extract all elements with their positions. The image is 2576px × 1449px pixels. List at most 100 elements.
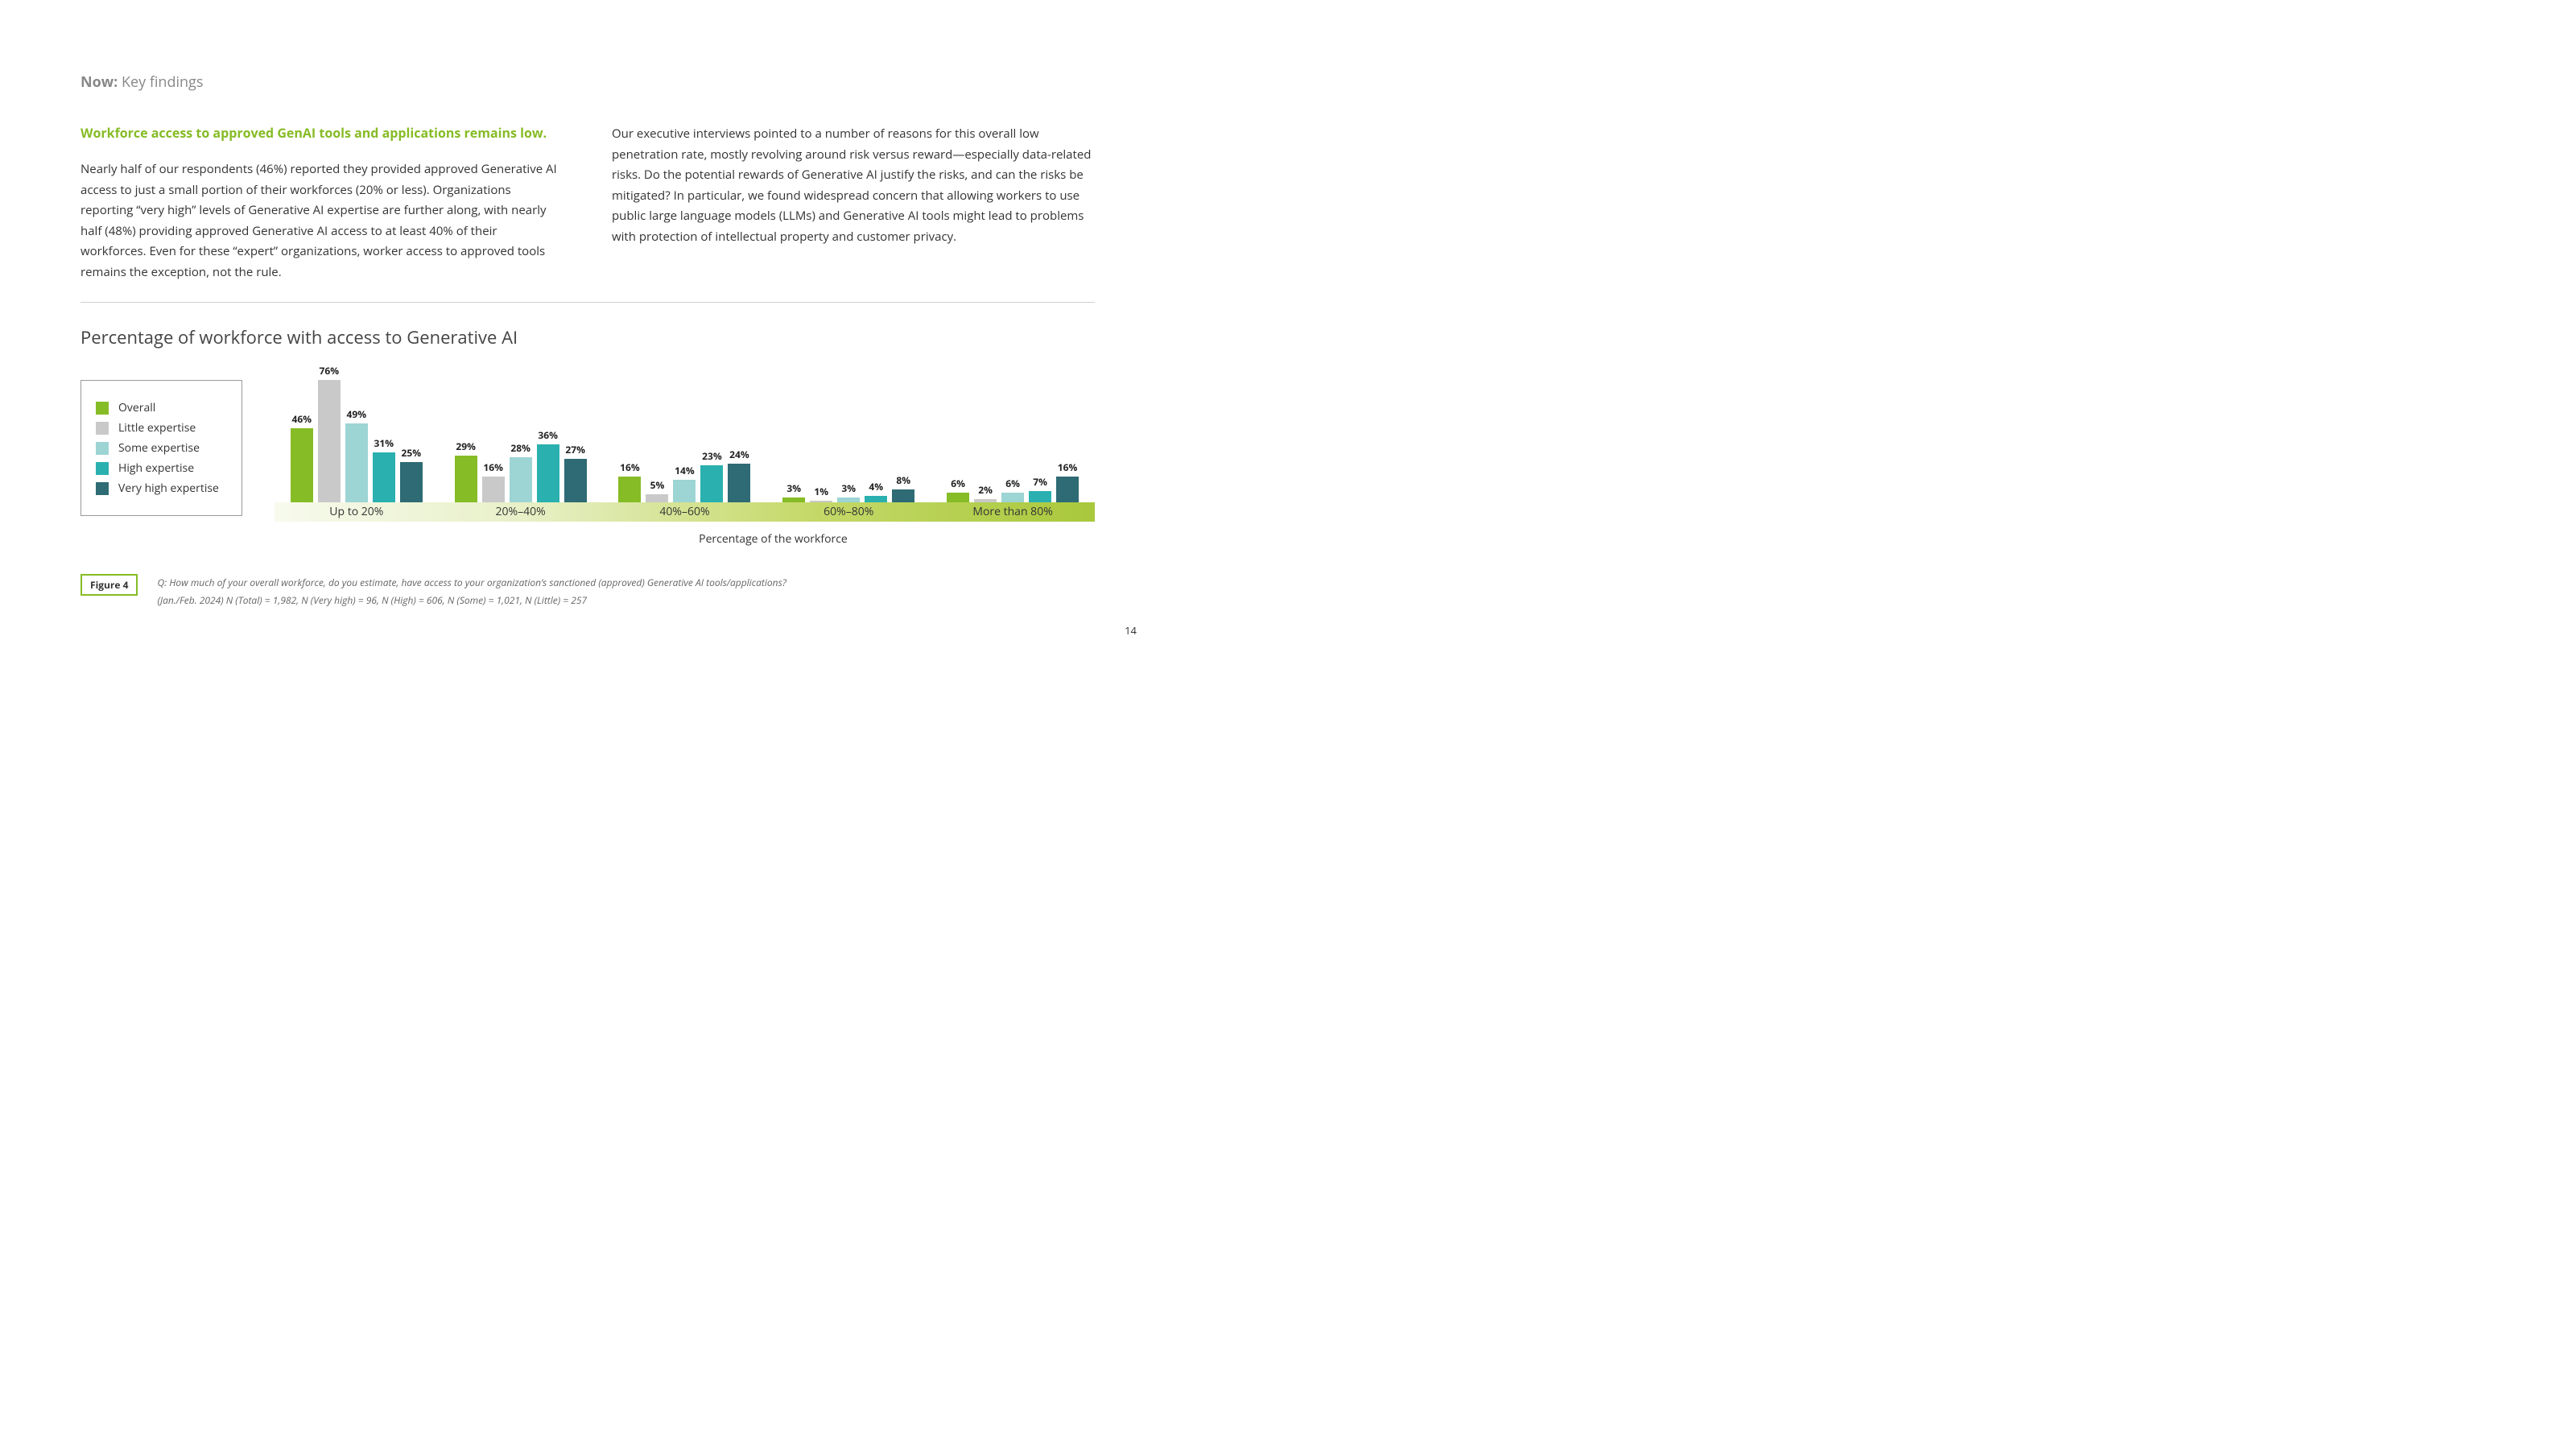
bar-value-label: 49%: [347, 407, 367, 421]
bar-value-label: 46%: [292, 412, 312, 426]
legend-item: Overall: [96, 400, 219, 415]
bar-value-label: 4%: [869, 480, 883, 493]
bar-rect: [618, 477, 641, 502]
bar-value-label: 24%: [729, 448, 749, 461]
legend: Overall Little expertise Some expertise Hig…: [80, 380, 242, 516]
bar-rect: [318, 380, 341, 502]
x-axis-title: Percentage of the workforce: [452, 531, 1095, 547]
legend-swatch: [96, 442, 109, 455]
bar-rect: [345, 423, 368, 502]
bar-value-label: 14%: [675, 464, 695, 477]
bar-value-label: 27%: [565, 443, 585, 456]
bar: 23%: [700, 449, 723, 502]
bar: 27%: [564, 443, 587, 502]
bar-rect: [1056, 477, 1079, 502]
bar-value-label: 31%: [374, 436, 394, 450]
divider: [80, 302, 1095, 303]
bar-rect: [673, 480, 696, 502]
bar: 6%: [1001, 477, 1024, 502]
legend-swatch: [96, 482, 109, 495]
bar-rect: [482, 477, 505, 502]
bar: 28%: [510, 441, 532, 502]
bar-value-label: 6%: [951, 477, 965, 490]
bar-value-label: 16%: [1058, 460, 1078, 474]
bar: 25%: [400, 446, 423, 502]
legend-label: Little expertise: [118, 420, 196, 436]
figure-footer: Figure 4 Q: How much of your overall wor…: [80, 574, 1095, 609]
bar-rect: [700, 465, 723, 502]
bar-value-label: 23%: [702, 449, 722, 463]
bar-value-label: 16%: [620, 460, 640, 474]
bar: 49%: [345, 407, 368, 502]
bar-value-label: 3%: [786, 481, 801, 495]
page-number: 14: [1125, 623, 1137, 638]
bar: 31%: [373, 436, 395, 502]
bar: 8%: [892, 473, 914, 502]
bar-value-label: 1%: [814, 485, 828, 498]
legend-swatch: [96, 462, 109, 475]
section-header-rest: Key findings: [118, 72, 203, 92]
legend-item: Some expertise: [96, 440, 219, 456]
figure-question: Q: How much of your overall workforce, d…: [157, 574, 786, 592]
chart-container: Overall Little expertise Some expertise Hig…: [80, 374, 1095, 547]
legend-item: Very high expertise: [96, 481, 219, 496]
figure-caption: Q: How much of your overall workforce, d…: [157, 574, 786, 609]
chart-title: Percentage of workforce with access to G…: [80, 325, 1095, 349]
bars-row: 46%76%49%31%25%29%16%28%36%27%16%5%14%23…: [275, 374, 1095, 502]
section-header-bold: Now:: [80, 72, 118, 92]
x-axis-category: 60%–80%: [766, 502, 931, 522]
bar-rect: [510, 457, 532, 502]
bar: 24%: [728, 448, 750, 502]
legend-label: Overall: [118, 400, 155, 415]
bar-value-label: 29%: [456, 440, 476, 453]
legend-label: High expertise: [118, 460, 194, 476]
bar-rect: [564, 459, 587, 502]
figure-sample-n: (Jan./Feb. 2024) N (Total) = 1,982, N (V…: [157, 592, 786, 609]
x-axis-category: 20%–40%: [439, 502, 603, 522]
legend-label: Very high expertise: [118, 481, 219, 496]
legend-item: Little expertise: [96, 420, 219, 436]
bar-value-label: 16%: [483, 460, 503, 474]
bar: 1%: [810, 485, 832, 502]
body-columns: Workforce access to approved GenAI tools…: [80, 124, 1095, 283]
bar: 36%: [537, 428, 559, 502]
x-axis-category: Up to 20%: [275, 502, 439, 522]
legend-swatch: [96, 422, 109, 435]
bar: 16%: [618, 460, 641, 502]
bar-value-label: 76%: [320, 364, 340, 378]
legend-label: Some expertise: [118, 440, 200, 456]
bar: 6%: [947, 477, 969, 502]
bar-value-label: 28%: [510, 441, 530, 455]
bar-rect: [291, 428, 313, 502]
left-body-text: Nearly half of our respondents (46%) rep…: [80, 159, 564, 283]
bar: 16%: [482, 460, 505, 502]
bar-rect: [1001, 493, 1024, 502]
bar-rect: [947, 493, 969, 502]
bar: 76%: [318, 364, 341, 502]
bar: 46%: [291, 412, 313, 502]
bar: 16%: [1056, 460, 1079, 502]
x-axis-category: More than 80%: [931, 502, 1095, 522]
bar: 2%: [974, 483, 997, 502]
subheading: Workforce access to approved GenAI tools…: [80, 124, 564, 142]
bar-value-label: 25%: [402, 446, 422, 460]
legend-swatch: [96, 402, 109, 415]
bar-rect: [728, 464, 750, 502]
bar-rect: [892, 489, 914, 502]
right-column: Our executive interviews pointed to a nu…: [612, 124, 1095, 283]
bar-value-label: 2%: [978, 483, 993, 497]
bar: 14%: [673, 464, 696, 502]
bar-value-label: 3%: [841, 481, 856, 495]
right-body-text: Our executive interviews pointed to a nu…: [612, 124, 1095, 247]
bar-rect: [455, 456, 477, 502]
bar-value-label: 8%: [896, 473, 910, 487]
bar-rect: [1029, 491, 1051, 502]
bar-group: 3% 1% 3% 4% 8%: [766, 473, 931, 502]
bar-rect: [646, 494, 668, 502]
bar-value-label: 5%: [650, 478, 665, 492]
bar-group: 46% 76% 49% 31% 25%: [275, 364, 439, 502]
section-header: Now: Key findings: [80, 72, 1095, 92]
left-column: Workforce access to approved GenAI tools…: [80, 124, 564, 283]
x-axis-band: Up to 20%20%–40%40%–60%60%–80%More than …: [275, 502, 1095, 522]
bar: 7%: [1029, 475, 1051, 502]
